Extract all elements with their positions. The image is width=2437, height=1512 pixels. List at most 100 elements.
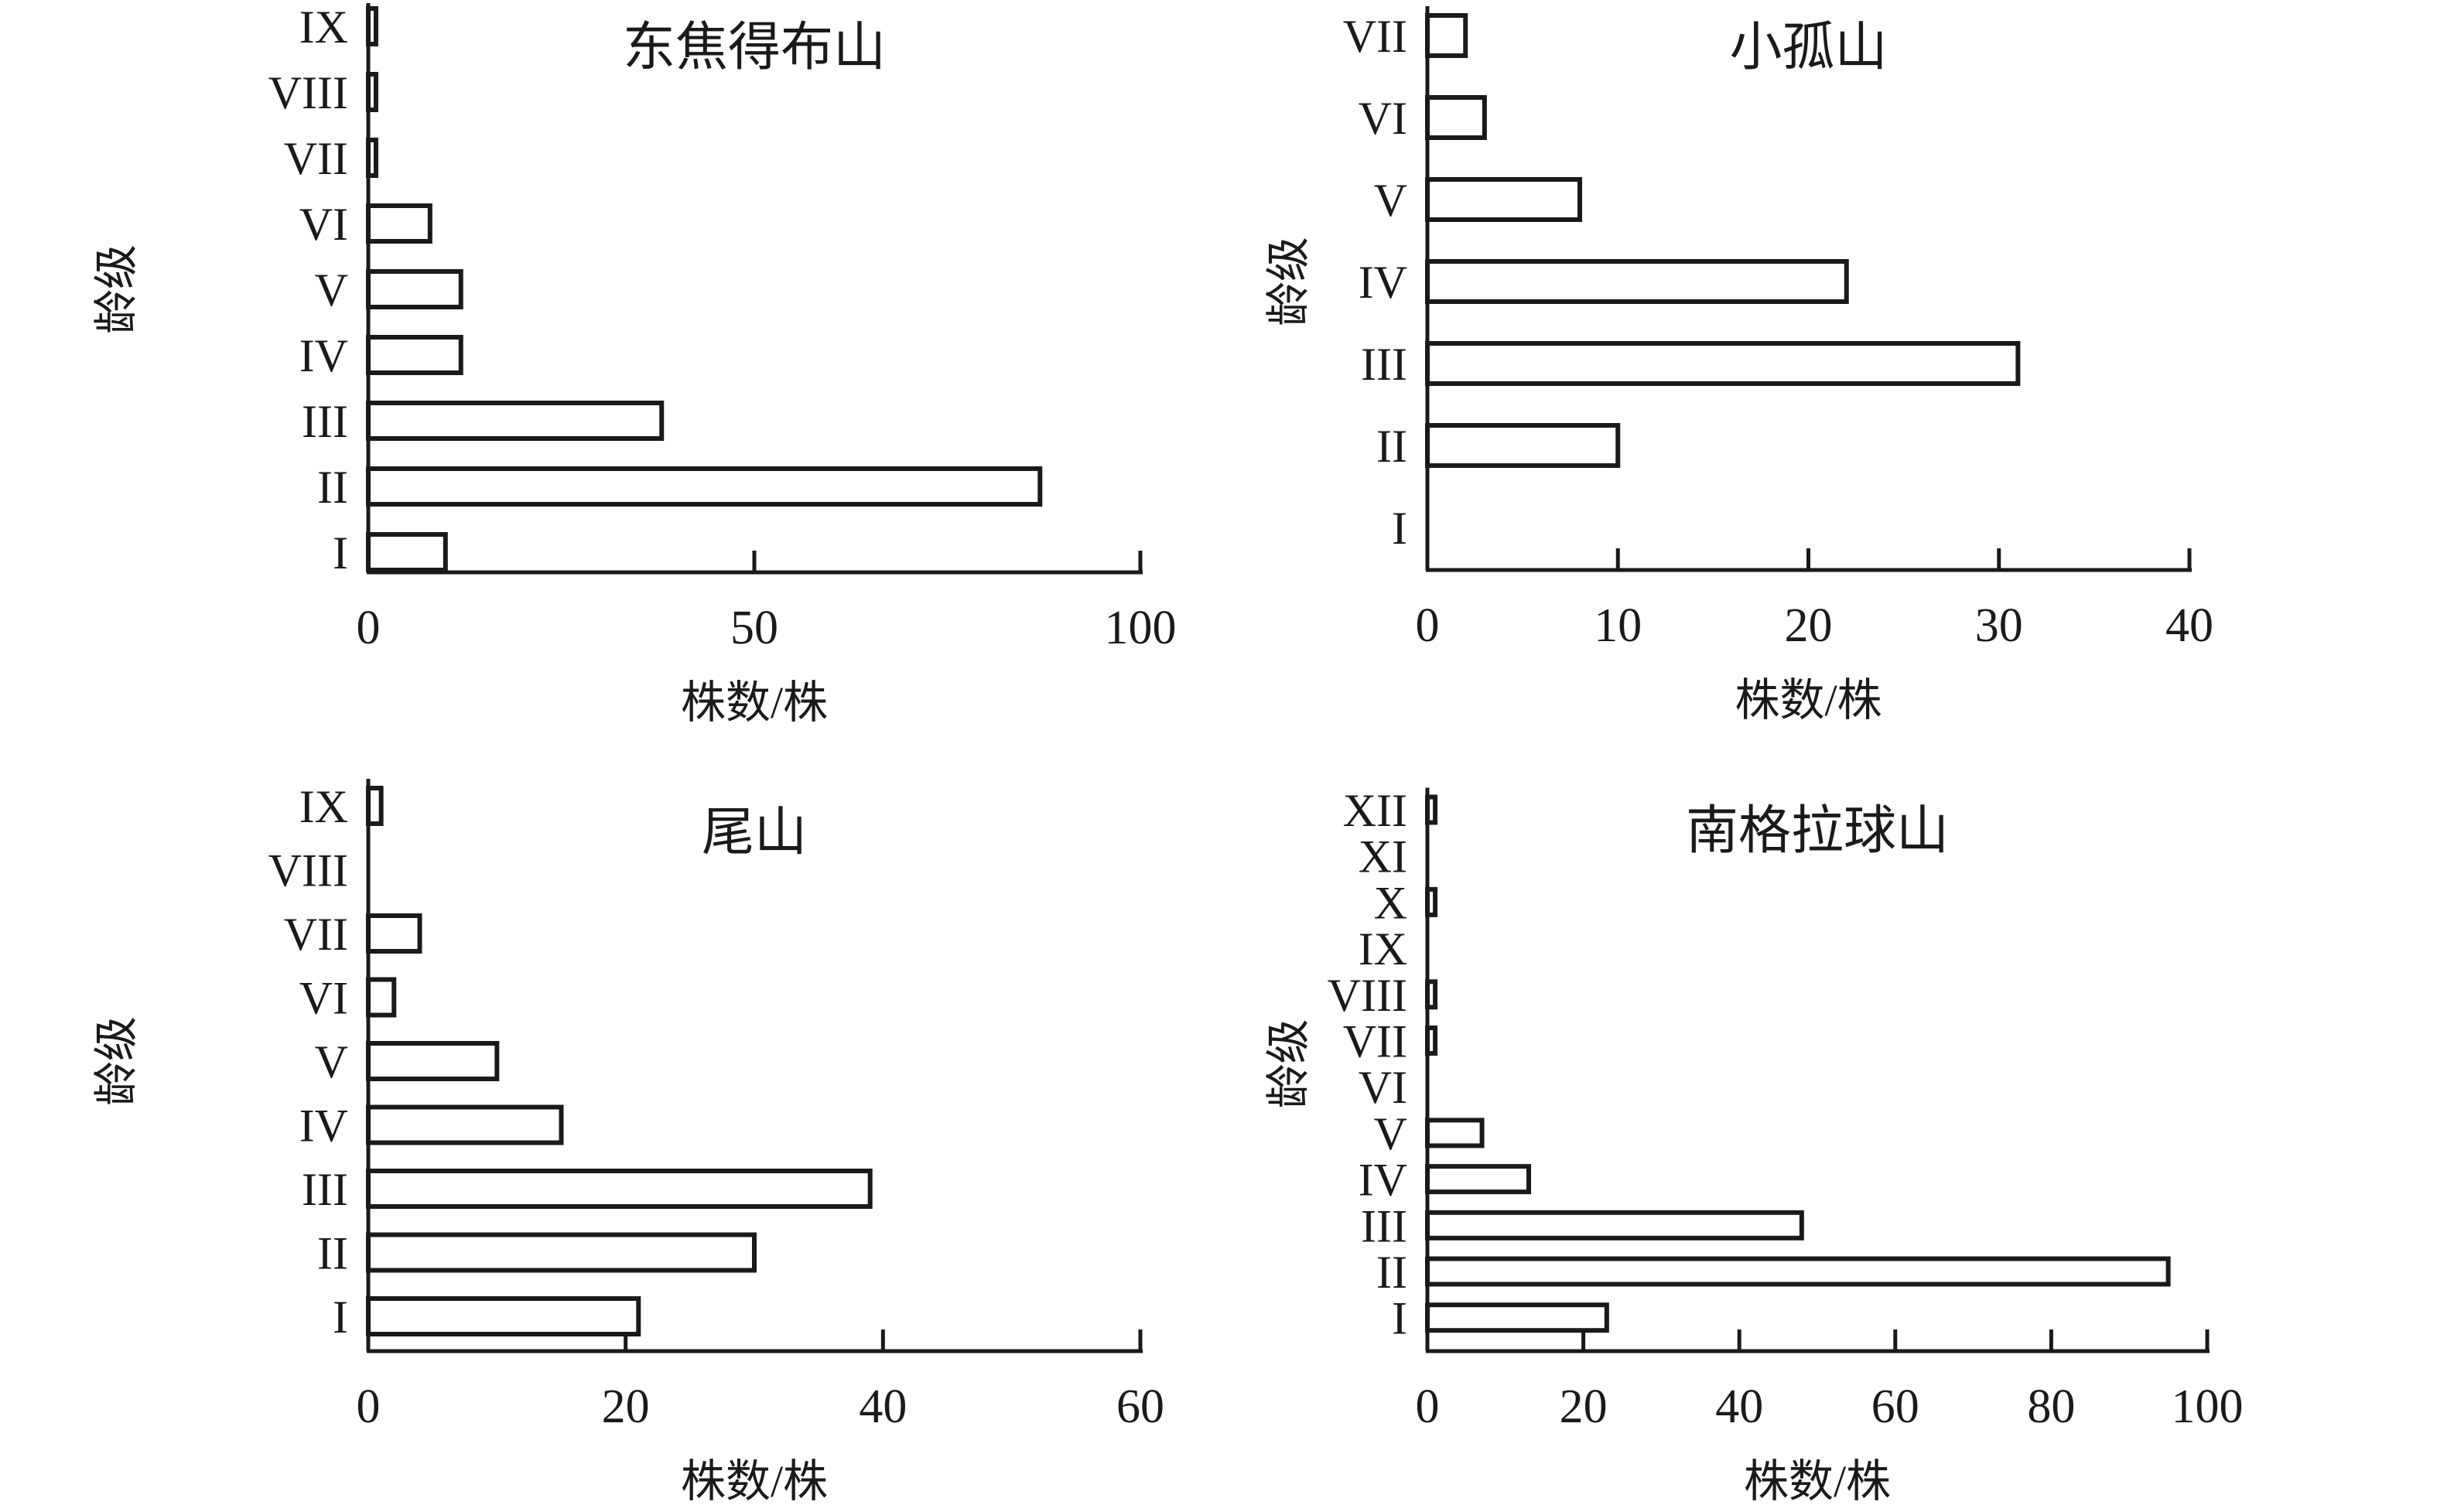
category-label-XII: XII (1343, 785, 1407, 836)
x-tick-label: 20 (1785, 599, 1833, 652)
category-label-II: II (1376, 421, 1407, 472)
bar-II (366, 1232, 757, 1273)
chart-title: 东焦得布山 (623, 18, 886, 77)
bar-V (366, 269, 463, 309)
x-tick-label: 0 (357, 602, 381, 654)
x-axis-label: 株数/株 (1735, 675, 1882, 725)
x-tick-label: 100 (2172, 1381, 2244, 1433)
chart-cell-bottom-right: 南格拉球山 0 20 40 60 80 100 XII XI X IX VIII VII VI V IV III… (1218, 756, 2437, 1512)
category-label-III: III (302, 1164, 348, 1215)
category-label-I: I (333, 527, 348, 579)
bar-VII (366, 913, 422, 954)
bar-VI (1425, 95, 1487, 140)
category-label-VI: VI (1359, 1062, 1407, 1113)
x-tick-label: 0 (357, 1381, 381, 1433)
chart-title: 尾山 (702, 803, 807, 862)
bar-I (1425, 1302, 1609, 1333)
x-axis-label: 株数/株 (1744, 1456, 1891, 1507)
category-label-III: III (302, 396, 348, 447)
category-label-V: V (1374, 1108, 1407, 1159)
bar-II (1425, 1256, 2171, 1287)
bar-III (366, 401, 665, 441)
bar-XII (1425, 794, 1438, 825)
x-tick-label: 40 (1715, 1381, 1763, 1433)
bar-VII (366, 138, 378, 178)
bar-IX (366, 6, 378, 46)
category-label-II: II (317, 462, 348, 513)
x-tick-label: 10 (1594, 599, 1642, 652)
x-tick-label: 40 (859, 1381, 907, 1433)
x-axis-label: 株数/株 (681, 1456, 828, 1507)
chart-title: 小孤山 (1729, 18, 1887, 77)
x-tick-label: 80 (2027, 1381, 2075, 1433)
y-axis-label: 龄级 (91, 1016, 142, 1106)
category-label-VI: VI (1359, 93, 1407, 144)
category-label-V: V (1374, 175, 1407, 226)
category-label-IV: IV (1359, 257, 1407, 308)
x-tick-label: 50 (730, 602, 778, 654)
y-axis-label: 龄级 (1263, 1019, 1314, 1108)
chart-cell-top-left: 东焦得布山 0 50 100 IX VIII VII VI V IV III II I 株数/株 龄级 (0, 0, 1218, 756)
bar-II (1425, 423, 1621, 468)
bar-I (366, 1296, 641, 1336)
bar-VI (366, 977, 397, 1018)
category-label-III: III (1361, 1200, 1407, 1251)
bar-IV (1425, 259, 1849, 304)
bar-V (1425, 1118, 1485, 1149)
category-label-V: V (315, 1036, 348, 1087)
bar-III (1425, 341, 2021, 386)
category-label-VIII: VIII (1328, 970, 1407, 1021)
category-label-IV: IV (299, 330, 348, 381)
x-tick-label: 60 (1116, 1381, 1164, 1433)
category-label-I: I (333, 1292, 348, 1343)
category-label-V: V (315, 265, 348, 316)
y-axis-label: 龄级 (1263, 237, 1314, 326)
category-label-II: II (1376, 1247, 1407, 1298)
x-tick-label: 30 (1975, 599, 2023, 652)
x-tick-label: 20 (1560, 1381, 1608, 1433)
bar-VII (1425, 1026, 1438, 1056)
category-label-X: X (1374, 877, 1407, 928)
bar-I (366, 532, 448, 572)
category-label-IX: IX (299, 781, 348, 832)
category-label-IX: IX (1359, 923, 1407, 974)
category-label-III: III (1361, 339, 1407, 390)
y-axis-label: 龄级 (91, 244, 142, 334)
category-label-VIII: VIII (268, 845, 348, 896)
category-label-VII: VII (1343, 11, 1407, 62)
bar-IV (366, 335, 463, 375)
chart-cell-bottom-left: 尾山 0 20 40 60 IX VIII VII VI V IV III II I 株数/株 龄级 (0, 756, 1218, 1512)
bar-VII (1425, 13, 1468, 58)
chart-cell-top-right: 小孤山 0 10 20 30 40 VII VI V IV III II I 株数/株 龄级 (1218, 0, 2437, 756)
bar-III (1425, 1210, 1804, 1241)
chart-title: 南格拉球山 (1686, 801, 1949, 860)
bar-V (366, 1041, 500, 1081)
bar-VIII (1425, 979, 1438, 1010)
bar-IV (366, 1104, 564, 1145)
bar-VIII (366, 72, 378, 112)
category-label-I: I (1392, 503, 1407, 554)
x-tick-label: 100 (1105, 602, 1177, 654)
category-label-VII: VII (284, 133, 348, 184)
category-label-VII: VII (284, 909, 348, 960)
category-label-IV: IV (1359, 1155, 1407, 1206)
category-label-VIII: VIII (268, 67, 348, 118)
bar-V (1425, 177, 1582, 222)
x-tick-label: 20 (602, 1381, 650, 1433)
bar-X (1425, 886, 1438, 917)
category-label-IX: IX (299, 2, 348, 53)
bar-VI (366, 203, 432, 244)
category-label-IV: IV (299, 1101, 348, 1152)
x-tick-label: 60 (1871, 1381, 1919, 1433)
category-label-VII: VII (1343, 1016, 1407, 1067)
category-label-XI: XI (1359, 831, 1407, 882)
category-label-I: I (1392, 1293, 1407, 1344)
bar-IV (1425, 1164, 1532, 1195)
category-label-II: II (317, 1228, 348, 1279)
bar-IX (366, 786, 384, 826)
